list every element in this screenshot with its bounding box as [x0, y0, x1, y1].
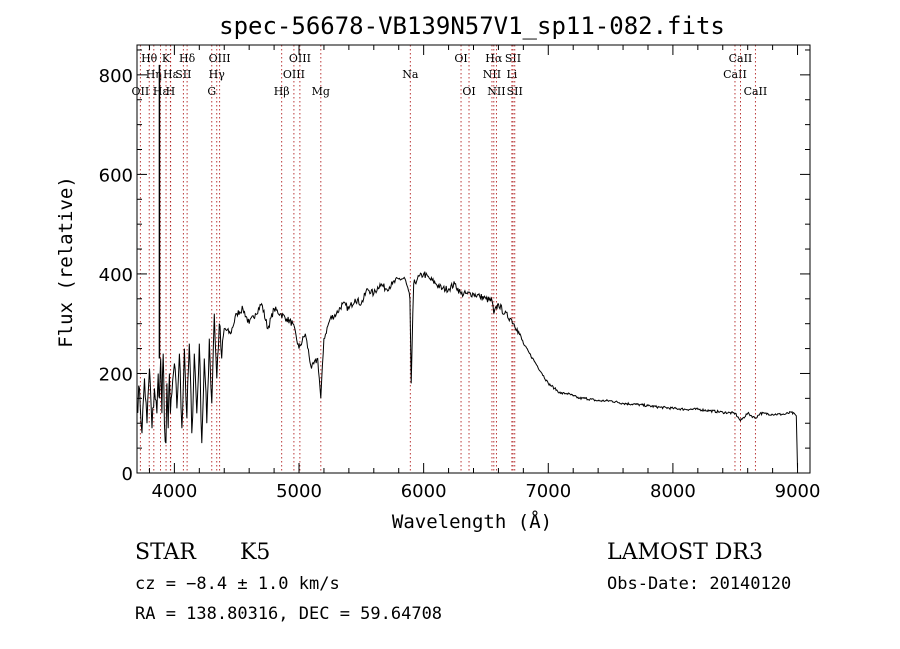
y-tick-label: 800: [99, 66, 133, 87]
survey-name: LAMOST DR3: [607, 540, 763, 565]
spectral-line-label: OIII: [209, 52, 231, 65]
plot-frame: [136, 44, 811, 474]
spectral-line-label: Mg: [312, 85, 330, 98]
spectral-line-label: CaII: [729, 52, 753, 65]
spectral-line-label: SII: [175, 68, 191, 81]
spectral-line-label: SII: [505, 52, 521, 65]
x-tick-label: 7000: [525, 481, 571, 502]
spectral-line-label: Hβ: [274, 85, 290, 98]
spectral-line-label: OII: [132, 85, 150, 98]
spectral-line-label: Hε: [163, 68, 179, 81]
obs-date: Obs-Date: 20140120: [607, 574, 792, 594]
y-tick-label: 600: [99, 165, 133, 186]
spectral-line-label: CaII: [723, 68, 747, 81]
x-tick-label: 6000: [401, 481, 447, 502]
spectral-line-label: OI: [454, 52, 467, 65]
y-axis-label: Flux (relative): [55, 176, 77, 348]
spectral-line-label: H: [166, 85, 176, 98]
chart-title: spec-56678-VB139N57V1_sp11-082.fits: [219, 12, 725, 40]
x-axis-label: Wavelength (Å): [392, 510, 552, 533]
spectrum-line: [136, 270, 798, 469]
x-tick-label: 4000: [151, 481, 197, 502]
spectral-line-label: Li: [506, 68, 517, 81]
spectral-line-label: OI: [462, 85, 475, 98]
redshift-cz: cz = −8.4 ± 1.0 km/s: [135, 574, 340, 594]
spectral-line-label: OIII: [283, 68, 305, 81]
spectral-line-label: K: [162, 52, 171, 65]
spectral-line-label: G: [207, 85, 216, 98]
spectral-line-label: Na: [402, 68, 419, 81]
spectrum-chart: spec-56678-VB139N57V1_sp11-082.fits Hθ Hη…: [55, 12, 821, 533]
spectral-line-label: Hδ: [179, 52, 196, 65]
y-tick-label: 0: [122, 464, 133, 485]
spectral-line-label: Hη: [146, 68, 162, 81]
spectral-line-label: SII: [507, 85, 523, 98]
spectral-line-label: NII: [487, 85, 505, 98]
x-tick-label: 9000: [775, 481, 821, 502]
x-tick-label: 8000: [650, 481, 696, 502]
object-class: STAR: [135, 540, 196, 565]
subclass: K5: [240, 540, 271, 565]
spectral-line-label: NII: [483, 68, 501, 81]
x-tick-label: 5000: [276, 481, 322, 502]
y-tick-label: 200: [99, 364, 133, 385]
spectral-line-label: Hε: [153, 85, 169, 98]
spectral-line-label: OIII: [289, 52, 311, 65]
y-tick-label: 400: [99, 265, 133, 286]
spectral-line-label: Hγ: [209, 68, 226, 81]
coordinates: RA = 138.80316, DEC = 59.64708: [135, 604, 443, 624]
spectral-line-label: Hθ: [141, 52, 158, 65]
spectral-line-label: Hα: [485, 52, 503, 65]
spectral-line-label: CaII: [744, 85, 768, 98]
